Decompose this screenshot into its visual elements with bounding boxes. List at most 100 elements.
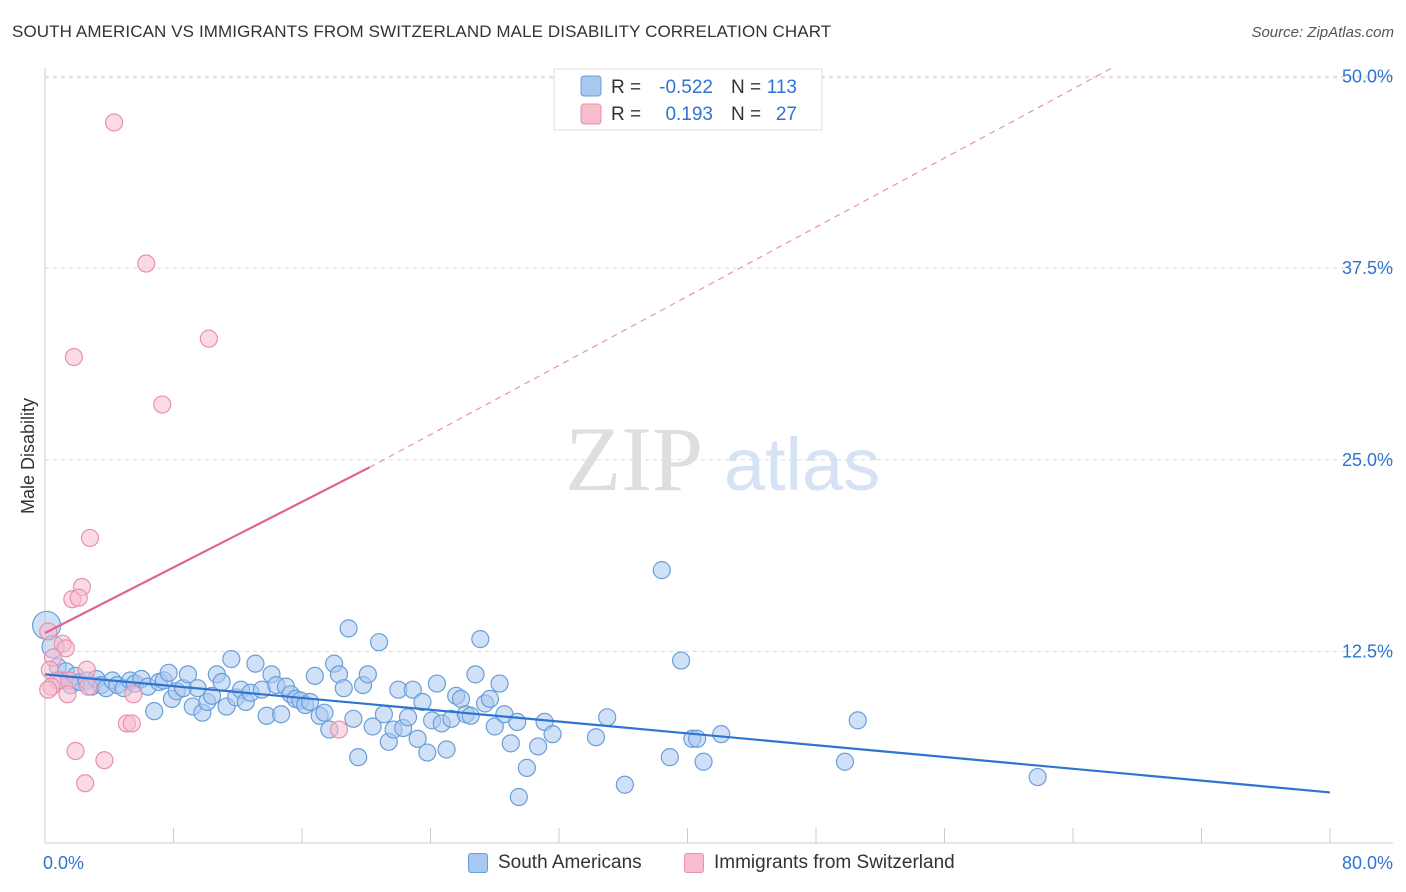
point-south-americans [471,630,490,649]
point-immigrants-switzerland [39,680,58,699]
grid-lines [45,76,1393,652]
point-south-americans [485,717,504,736]
point-south-americans [598,708,617,727]
y-tick-label: 12.5% [1342,641,1393,661]
point-south-americans [848,711,867,730]
point-south-americans [461,706,480,725]
point-south-americans [349,748,368,767]
legend-item-immigrants-switzerland: Immigrants from Switzerland [684,852,955,874]
series-south-americans [32,561,1047,807]
point-south-americans [339,619,358,638]
legend-swatch-blue [468,853,488,873]
point-south-americans [671,651,691,670]
legend-pink-n-label: N = [731,104,761,125]
point-south-americans [712,725,731,744]
legend-item-south-americans: South Americans [468,852,642,874]
point-south-americans [529,737,548,756]
point-south-americans [508,712,527,731]
y-tick-label: 25.0% [1342,450,1393,470]
legend-pink-swatch [580,103,602,125]
x-tick-label-min: 0.0% [43,853,84,873]
point-south-americans [374,705,394,724]
point-south-americans [363,717,382,736]
point-south-americans [145,702,164,721]
point-south-americans [835,752,855,771]
y-tick-labels: 12.5% 25.0% 37.5% 50.0% [1342,67,1393,662]
point-south-americans [202,686,222,705]
point-south-americans [272,705,291,724]
point-south-americans [509,787,528,807]
point-south-americans [418,743,437,762]
point-immigrants-switzerland [58,685,77,704]
point-immigrants-switzerland [79,677,98,696]
legend-blue-swatch [580,75,602,97]
y-tick-label: 50.0% [1342,67,1393,87]
point-south-americans [660,748,679,767]
point-immigrants-switzerland [66,741,85,761]
point-immigrants-switzerland [329,720,349,739]
trend-line-immigrants-switzerland [44,466,370,634]
point-immigrants-switzerland [95,751,114,770]
point-south-americans [398,708,418,727]
y-axis-label: Male Disability [18,398,38,514]
point-south-americans [490,674,509,693]
axes [44,68,1393,844]
point-south-americans [408,729,427,748]
point-south-americans [212,672,231,692]
watermark-atlas: atlas [724,423,880,506]
point-south-americans [466,665,485,684]
legend-blue-r-value: -0.522 [659,77,713,98]
point-south-americans [344,709,363,728]
point-immigrants-switzerland [77,660,96,679]
x-tick-label-max: 80.0% [1342,853,1393,873]
point-immigrants-switzerland [69,588,88,607]
legend-pink-r-value: 0.193 [665,104,713,125]
legend-label-immigrants-switzerland: Immigrants from Switzerland [714,852,955,873]
point-immigrants-switzerland [80,528,100,548]
point-south-americans [615,775,634,794]
point-immigrants-switzerland [124,685,143,704]
legend-top: R = -0.522 N = 113 R = 0.193 N = 27 [553,68,823,131]
legend-blue-n-label: N = [731,77,761,98]
point-immigrants-switzerland [137,254,156,273]
trend-lines [44,66,1331,794]
point-immigrants-switzerland [153,395,172,414]
legend-blue-n-value: 113 [767,77,797,98]
chart-title: SOUTH AMERICAN VS IMMIGRANTS FROM SWITZE… [12,22,832,41]
watermark: ZIP atlas [565,408,880,510]
legend-blue-r-label: R = [611,77,641,98]
legend-swatch-pink [684,853,704,873]
point-south-americans [451,689,471,708]
point-south-americans [370,633,389,652]
point-south-americans [246,654,265,673]
point-south-americans [427,674,447,693]
point-south-americans [334,679,353,698]
legend-pink-n-value: 27 [776,104,797,125]
point-south-americans [586,728,606,747]
point-south-americans [159,663,178,682]
point-immigrants-switzerland [122,714,141,733]
point-south-americans [480,689,500,708]
point-south-americans [437,740,456,759]
point-immigrants-switzerland [56,639,75,658]
point-south-americans [1028,767,1047,787]
legend-pink-r-label: R = [611,104,641,125]
point-south-americans [543,725,562,744]
y-tick-label: 37.5% [1342,258,1393,278]
point-south-americans [403,680,422,699]
point-immigrants-switzerland [76,774,95,793]
point-south-americans [413,692,432,712]
point-south-americans [305,666,324,686]
trend-line-immigrants-switzerland-extension [369,66,1114,468]
point-south-americans [178,665,198,684]
point-south-americans [315,703,334,722]
point-immigrants-switzerland [64,347,84,367]
point-south-americans [222,649,241,669]
legend-bottom: South Americans Immigrants from Switzerl… [0,852,1406,878]
point-south-americans [358,665,377,684]
point-south-americans [694,752,713,771]
trend-line-south-americans [44,673,1331,794]
point-south-americans [517,758,536,777]
watermark-zip: ZIP [565,408,703,510]
